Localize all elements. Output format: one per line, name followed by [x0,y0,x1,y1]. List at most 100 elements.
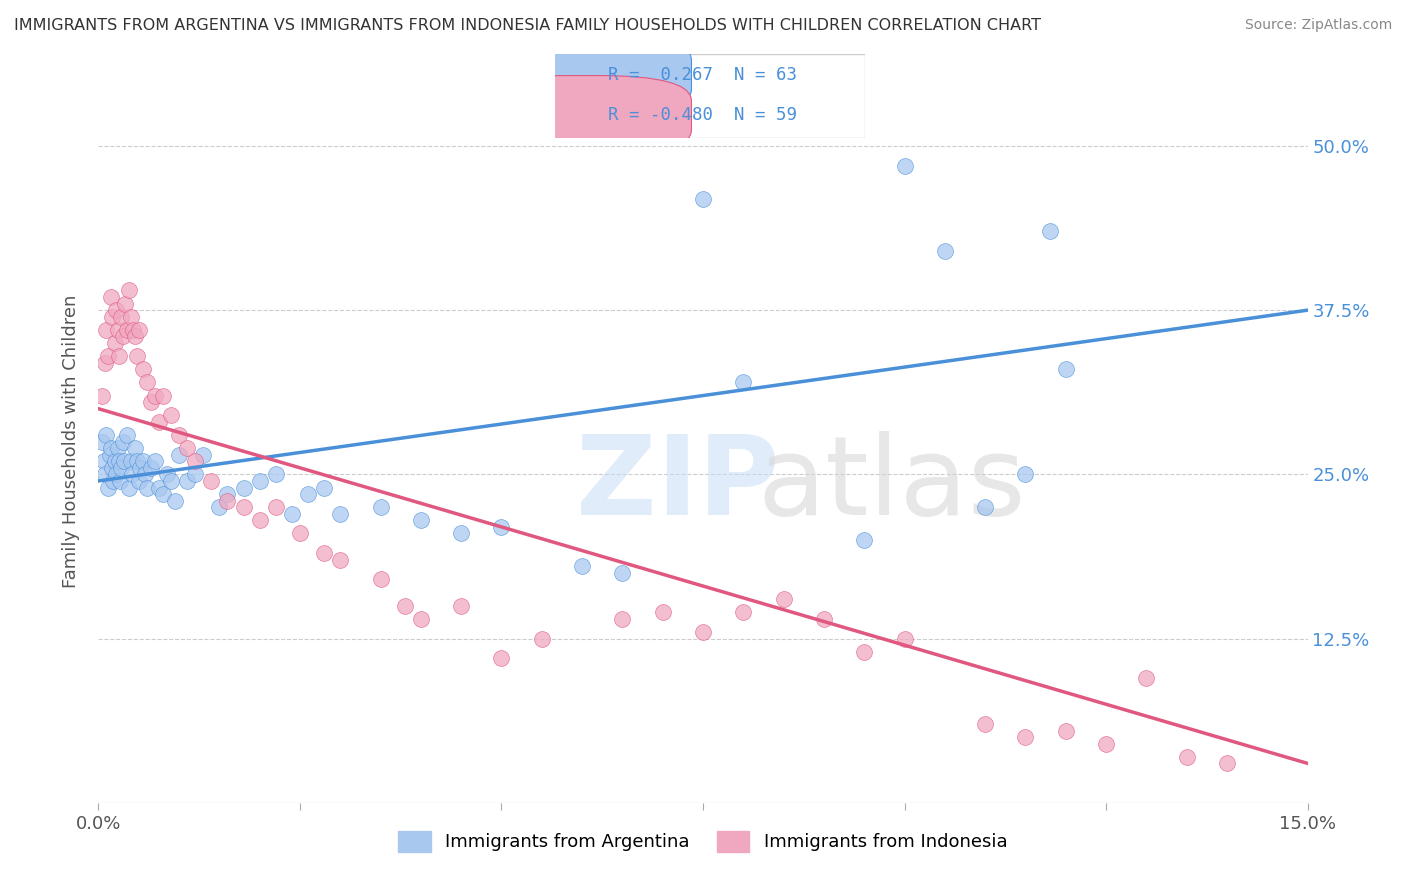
Point [1135,671,1157,685]
Point [491,651,513,665]
Point [651,605,673,619]
Point [217,487,239,501]
Text: atlas: atlas [758,432,1026,539]
Point [91,434,114,449]
Point [135,376,157,390]
Point [120,310,142,324]
Point [132,362,155,376]
Point [184,454,207,468]
Point [100,290,122,304]
Point [103,336,125,351]
Point [409,513,432,527]
Point [232,500,254,515]
Point [370,500,392,515]
Point [107,441,129,455]
Point [329,553,352,567]
Point [97,349,120,363]
Point [934,244,956,258]
Point [1014,730,1036,744]
Point [128,323,150,337]
Point [167,448,190,462]
Point [163,493,186,508]
Point [110,460,132,475]
Point [118,284,141,298]
Point [105,467,128,482]
Point [571,559,593,574]
Point [110,310,132,324]
Point [107,454,129,468]
Point [409,612,432,626]
Text: Source: ZipAtlas.com: Source: ZipAtlas.com [1244,18,1392,32]
Point [94,467,117,482]
Point [772,592,794,607]
Point [143,454,166,468]
Point [111,329,134,343]
Point [101,460,124,475]
Point [176,474,198,488]
Point [135,481,157,495]
Point [103,454,125,468]
Point [124,441,146,455]
Point [127,454,149,468]
Point [122,323,145,337]
Point [232,481,254,495]
Point [96,428,118,442]
Point [112,454,135,468]
Point [93,454,115,468]
Point [160,474,183,488]
Point [612,566,634,580]
Point [193,448,215,462]
Point [97,481,120,495]
Point [176,441,198,455]
Point [115,428,138,442]
Point [217,493,239,508]
Point [143,388,166,402]
Point [148,415,170,429]
Point [893,632,915,646]
Point [160,409,183,423]
Point [101,474,124,488]
Point [264,500,287,515]
Point [853,533,876,547]
Point [152,388,174,402]
Point [94,356,117,370]
FancyBboxPatch shape [475,35,692,114]
Point [1054,362,1077,376]
Point [129,460,152,475]
Point [127,349,149,363]
Point [974,717,997,731]
Point [733,376,755,390]
Point [108,349,131,363]
Text: R =  0.267  N = 63: R = 0.267 N = 63 [607,66,797,84]
Point [118,481,141,495]
Point [115,323,138,337]
Point [530,632,553,646]
Point [853,645,876,659]
Point [370,573,392,587]
Point [132,454,155,468]
Point [139,395,162,409]
Point [184,467,207,482]
Point [152,487,174,501]
Point [107,323,129,337]
Point [450,599,472,613]
Point [1039,224,1062,238]
Point [200,474,222,488]
Point [1095,737,1118,751]
Point [692,192,714,206]
Point [148,481,170,495]
Point [124,329,146,343]
Point [98,448,121,462]
Point [167,428,190,442]
Point [120,454,142,468]
Legend: Immigrants from Argentina, Immigrants from Indonesia: Immigrants from Argentina, Immigrants fr… [391,823,1015,859]
Point [813,612,835,626]
Point [612,612,634,626]
Point [139,460,162,475]
Point [111,434,134,449]
Point [491,520,513,534]
Y-axis label: Family Households with Children: Family Households with Children [62,295,80,588]
Point [91,388,114,402]
Text: ZIP: ZIP [576,432,779,539]
Point [733,605,755,619]
